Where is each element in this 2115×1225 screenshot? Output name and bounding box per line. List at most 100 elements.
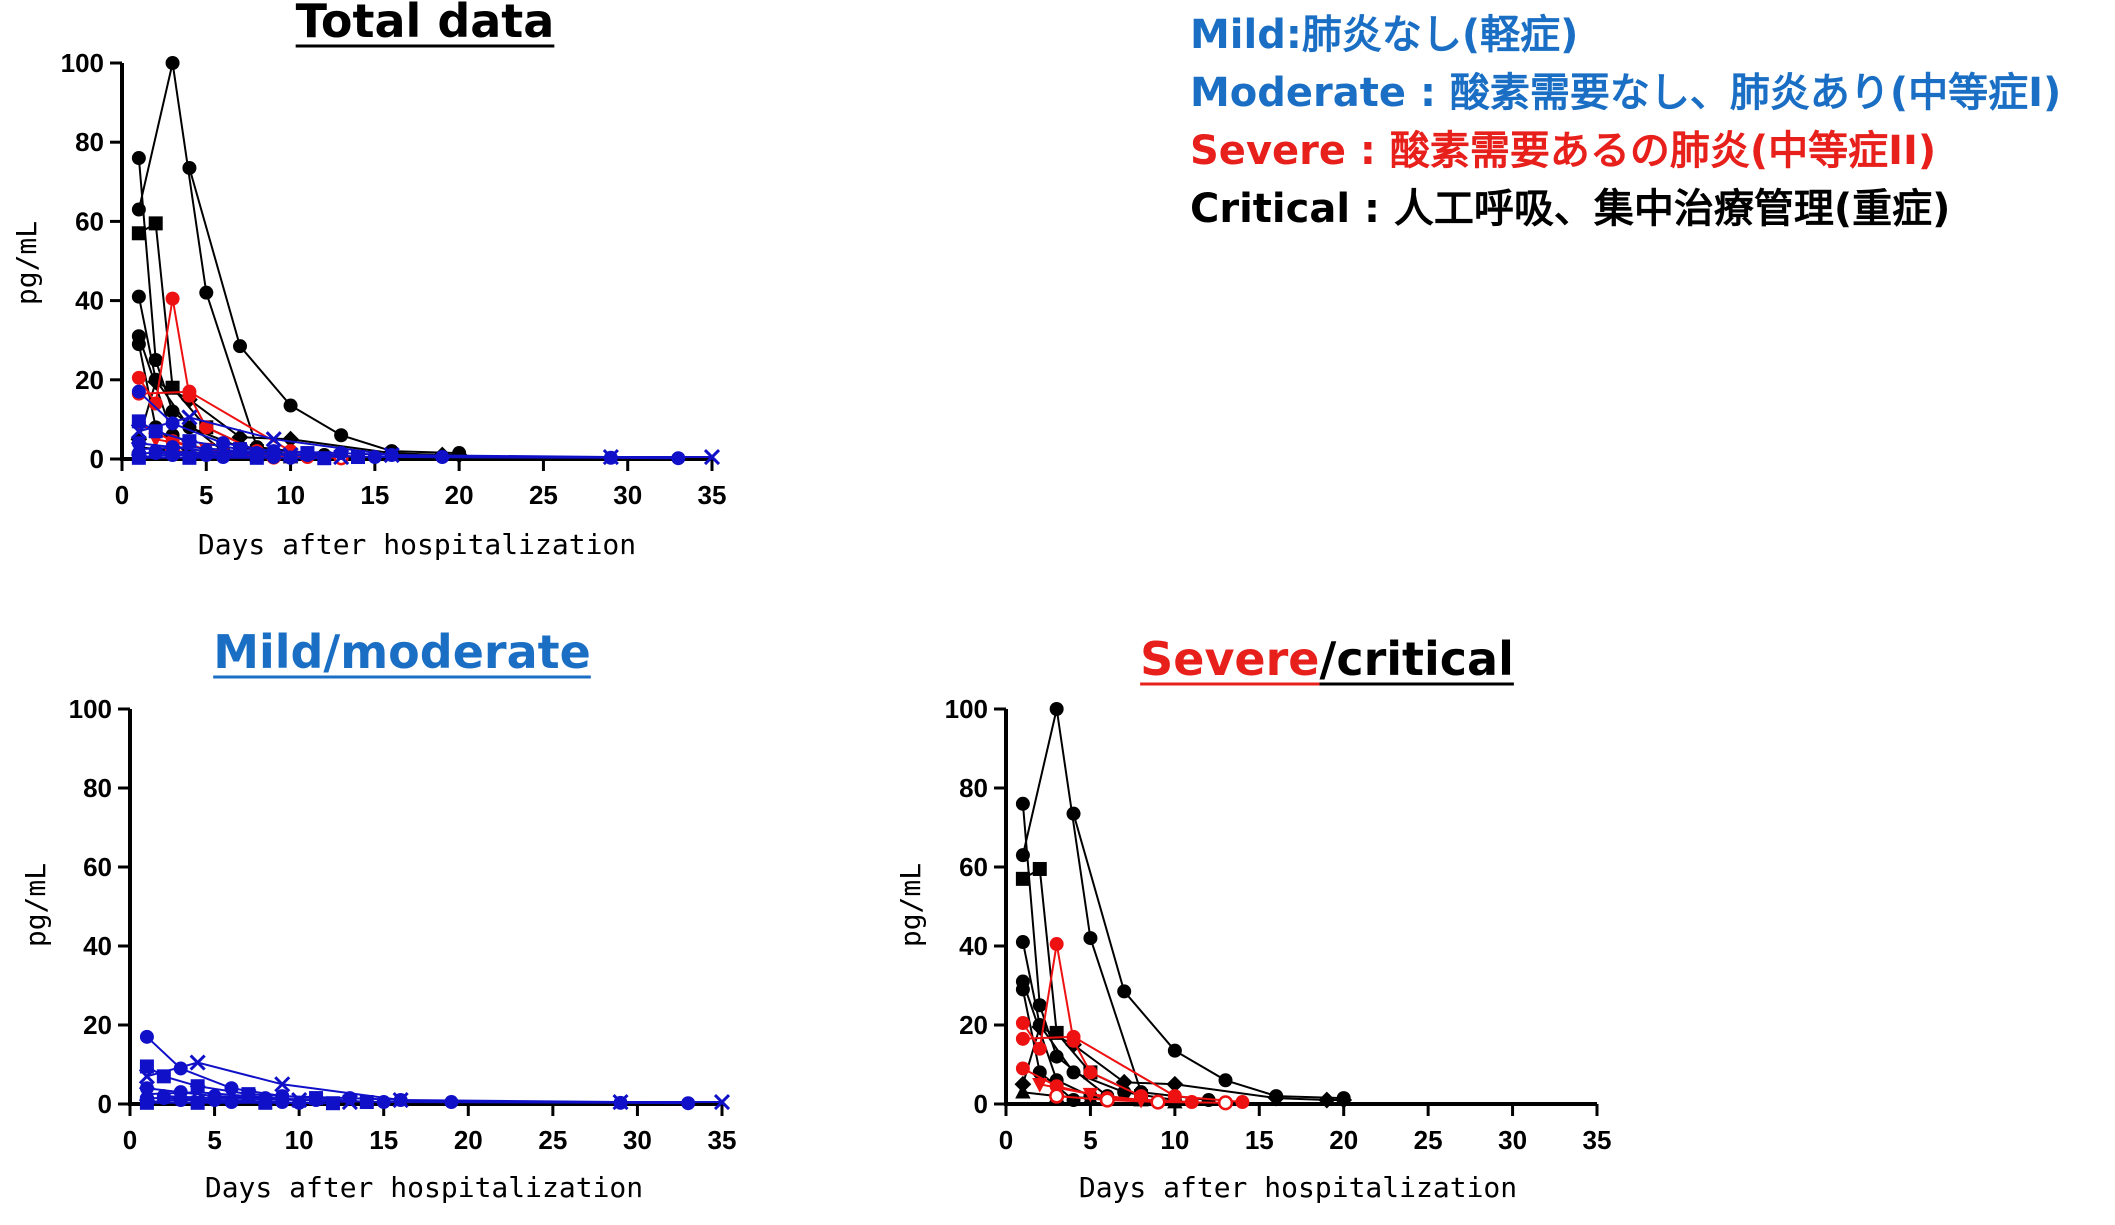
x-tick-label: 35 [1583, 1125, 1612, 1155]
legend-line-mild: Mild:肺炎なし(軽症) [1190, 12, 1578, 58]
x-tick-label: 20 [445, 480, 474, 510]
series-mild_moderate [148, 444, 686, 466]
y-tick-label: 40 [83, 931, 112, 961]
series-severe [1032, 1077, 1149, 1109]
data-point [131, 414, 146, 429]
data-point [165, 448, 180, 463]
y-tick-label: 80 [83, 773, 112, 803]
data-point [1167, 1089, 1182, 1104]
data-point [207, 1091, 222, 1106]
x-tick-label: 5 [207, 1125, 221, 1155]
data-point [1167, 1043, 1182, 1058]
x-tick-label: 0 [999, 1125, 1013, 1155]
x-tick-label: 5 [1083, 1125, 1097, 1155]
series-line [1022, 867, 1142, 1098]
data-point [189, 1054, 206, 1071]
series-severe [1015, 1029, 1250, 1110]
data-point [1115, 1073, 1133, 1091]
data-point [1015, 982, 1030, 997]
data-point [283, 398, 298, 413]
x-tick-label: 10 [285, 1125, 314, 1155]
data-point [156, 1089, 171, 1104]
data-point [148, 216, 163, 231]
data-point [1117, 984, 1132, 999]
y-tick-label: 60 [83, 852, 112, 882]
x-tick-label: 15 [369, 1125, 398, 1155]
data-point [1150, 1094, 1166, 1110]
x-tick-label: 25 [529, 480, 558, 510]
data-point [603, 450, 618, 465]
data-point [173, 1061, 188, 1076]
panel-title: Total data [296, 0, 555, 48]
data-point [1166, 1075, 1184, 1093]
data-point [1099, 1092, 1115, 1108]
x-tick-label: 15 [1245, 1125, 1274, 1155]
data-point [1015, 1031, 1030, 1046]
y-tick-label: 60 [75, 206, 104, 236]
data-point [1318, 1091, 1336, 1109]
title-part: Severe [1140, 632, 1319, 686]
data-point [1032, 1041, 1047, 1056]
data-point [613, 1095, 628, 1110]
data-point [165, 380, 180, 395]
x-axis-label: Days after hospitalization [205, 1171, 643, 1204]
x-tick-label: 5 [199, 480, 213, 510]
data-point [131, 370, 146, 385]
panel-total-data: Total data 0 20 40 60 80 100 0 5 10 15 20 25 30 35 Da… [10, 0, 726, 561]
data-point [1082, 1087, 1099, 1103]
data-point [1066, 1065, 1081, 1080]
title-part: Total data [296, 0, 555, 48]
data-point [1235, 1095, 1250, 1110]
data-point [199, 446, 214, 461]
data-point [334, 428, 349, 443]
data-point [138, 1068, 155, 1085]
legend-line-moderate: Moderate : 酸素需要なし、肺炎あり(中等症I) [1190, 70, 2061, 116]
data-point [130, 423, 147, 440]
series-critical [1015, 702, 1216, 1108]
data-point [139, 1029, 154, 1044]
data-point [1032, 861, 1047, 876]
data-point [282, 430, 299, 448]
x-axis-label: Days after hospitalization [198, 528, 636, 561]
data-point [233, 339, 247, 354]
data-point [1083, 931, 1098, 946]
data-point [173, 1093, 188, 1108]
data-point [703, 448, 721, 466]
x-tick-label: 30 [623, 1125, 652, 1155]
data-point [1217, 1095, 1234, 1111]
series-mild_moderate [156, 1089, 696, 1111]
y-tick-label: 0 [90, 444, 104, 474]
data-point [258, 1095, 273, 1110]
data-point [131, 337, 146, 352]
data-point [131, 450, 146, 465]
y-tick-label: 40 [959, 931, 988, 961]
x-tick-label: 0 [115, 480, 129, 510]
x-tick-label: 30 [613, 480, 642, 510]
data-point [1015, 1016, 1030, 1031]
data-point [1032, 1077, 1048, 1093]
data-point [1015, 1083, 1031, 1099]
title-part: Mild/moderate [213, 625, 591, 679]
y-tick-label: 100 [69, 694, 112, 724]
x-tick-label: 0 [123, 1125, 137, 1155]
data-point [1267, 1089, 1285, 1107]
data-point [182, 384, 197, 399]
data-point [190, 1095, 205, 1110]
series-line [146, 1097, 283, 1103]
axes: 0 20 40 60 80 100 0 5 10 15 20 25 30 35 [69, 694, 737, 1155]
data-point [1083, 1065, 1098, 1080]
series-line [1072, 813, 1344, 1100]
data-point [392, 1091, 409, 1109]
series-mild_moderate [131, 450, 332, 466]
data-point [274, 1076, 291, 1093]
y-tick-label: 0 [974, 1089, 988, 1119]
axes: 0 20 40 60 80 100 0 5 10 15 20 25 30 35 [945, 694, 1612, 1155]
severity-legend: Mild:肺炎なし(軽症) Moderate : 酸素需要なし、肺炎あり(中等症… [1190, 12, 2061, 232]
y-tick-label: 0 [98, 1089, 112, 1119]
series-severe [1015, 937, 1149, 1104]
legend-line-severe: Severe : 酸素需要あるの肺炎(中等症II) [1190, 128, 1936, 174]
data-point [1066, 806, 1081, 821]
data-point [199, 285, 214, 300]
data-point [131, 289, 146, 304]
series-severe [1049, 1088, 1234, 1111]
